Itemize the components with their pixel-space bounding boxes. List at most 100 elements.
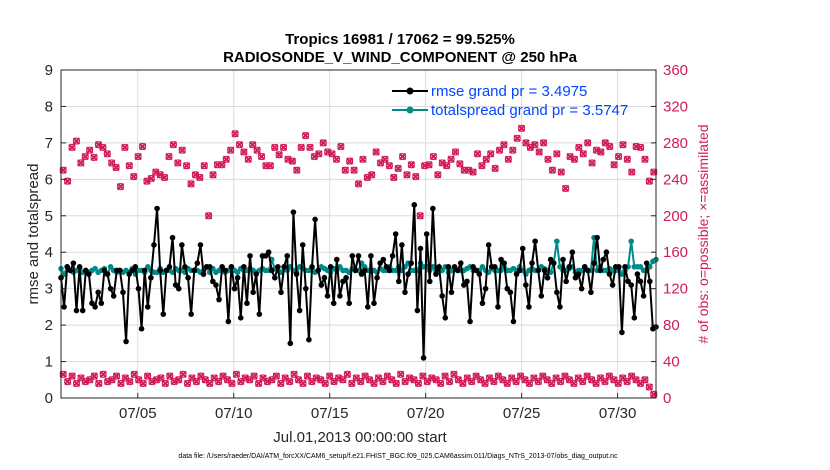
obs-count-high-assimilated	[606, 142, 614, 151]
obs-count-high	[619, 141, 627, 149]
obs-count-low	[90, 372, 99, 380]
obs-count-high	[125, 161, 134, 170]
rmse-point	[306, 336, 312, 343]
obs-count-high-assimilated	[614, 152, 623, 161]
rmse-point	[482, 285, 489, 292]
obs-count-high	[368, 171, 376, 179]
rmse-point	[470, 264, 476, 270]
obs-count-low-possible	[215, 378, 223, 386]
obs-count-high-possible	[200, 162, 208, 170]
plot-frame	[60, 69, 657, 399]
rmse-point	[98, 300, 105, 307]
obs-count-low	[285, 377, 294, 386]
obs-count-high-possible	[487, 150, 495, 158]
obs-count-high-possible	[469, 168, 477, 176]
obs-count-high	[90, 153, 98, 162]
obs-count-high-assimilated	[253, 146, 261, 154]
obs-count-high-assimilated	[125, 161, 134, 170]
obs-count-low-assimilated	[232, 370, 241, 379]
obs-count-low-possible	[579, 378, 587, 386]
rmse-point	[467, 318, 473, 325]
rmse-point	[578, 285, 585, 292]
obs-count-high-assimilated	[85, 146, 94, 154]
obs-count-high-assimilated	[579, 150, 587, 158]
obs-count-high-possible	[130, 173, 138, 181]
obs-count-high-possible	[473, 150, 482, 158]
obs-count-high-assimilated	[279, 143, 288, 152]
obs-count-high-possible	[416, 212, 424, 220]
y-axis-right-label: # of obs: o=possible; ×=assimilated	[695, 124, 711, 343]
obs-count-low-possible	[303, 372, 312, 380]
obs-count-low-possible	[112, 372, 121, 380]
obs-count-low-possible	[357, 378, 365, 386]
obs-count-low-possible	[388, 376, 396, 384]
obs-count-high	[257, 152, 266, 161]
obs-count-high	[231, 130, 239, 138]
rmse-point	[296, 307, 303, 314]
obs-count-high-possible	[266, 162, 274, 170]
obs-count-high-assimilated	[81, 152, 89, 161]
rmse-point	[430, 205, 436, 212]
rmse-point	[179, 242, 185, 248]
rmse-point	[169, 234, 176, 241]
obs-count-high	[72, 137, 81, 145]
obs-count-low-possible	[570, 379, 578, 388]
rmse-point	[110, 293, 117, 299]
obs-count-low-possible	[237, 378, 245, 386]
obs-count-low-possible	[290, 370, 298, 378]
obs-count-low	[161, 379, 170, 388]
rmse-point	[420, 355, 427, 361]
rmse-point	[247, 253, 253, 259]
y-tick-label: 0	[45, 390, 53, 407]
rmse-point	[76, 264, 83, 270]
obs-count-high-possible	[517, 124, 526, 132]
rmse-point	[278, 289, 284, 296]
y-tick-label: 3	[45, 281, 53, 298]
rmse-point	[594, 234, 600, 241]
obs-count-low	[99, 370, 107, 379]
obs-count-low	[392, 379, 400, 388]
obs-count-high-possible	[619, 141, 627, 149]
obs-count-high-assimilated	[641, 155, 649, 163]
rmse-point	[634, 271, 641, 277]
obs-count-low-possible	[299, 379, 307, 388]
obs-count-low-possible	[472, 372, 480, 380]
obs-count-high-possible	[59, 166, 67, 174]
obs-count-low-possible	[441, 372, 449, 380]
obs-count-low-possible	[175, 376, 183, 384]
x-tick-label: 07/10	[215, 405, 253, 422]
chart-subtitle: RADIOSONDE_V_WIND_COMPONENT @ 250 hPa	[223, 49, 578, 66]
rmse-point	[405, 271, 411, 277]
rmse-point	[309, 264, 315, 270]
rmse-point	[454, 267, 461, 274]
legend-rmse-marker	[406, 87, 414, 95]
obs-count-low-possible	[210, 374, 218, 382]
rmse-point	[284, 253, 291, 259]
obs-count-high-assimilated	[442, 161, 451, 170]
obs-count-low-possible	[477, 376, 485, 384]
obs-count-high	[112, 163, 120, 172]
rmse-point	[507, 289, 514, 296]
obs-count-high-possible	[354, 180, 363, 188]
obs-count-high-assimilated	[434, 171, 442, 179]
obs-count-high	[130, 172, 138, 181]
obs-count-low-possible	[294, 376, 303, 384]
rmse-point	[538, 293, 545, 299]
obs-count-high-assimilated	[222, 155, 230, 163]
obs-count-low-possible	[90, 372, 98, 380]
obs-count-high	[500, 141, 508, 149]
obs-count-low	[414, 379, 423, 388]
obs-count-high-possible	[231, 130, 239, 138]
obs-count-high-assimilated	[354, 180, 363, 188]
obs-count-high-possible	[522, 139, 530, 147]
obs-count-low	[321, 379, 329, 388]
obs-count-high-possible	[271, 143, 279, 152]
obs-count-high	[204, 212, 213, 220]
obs-count-low	[250, 372, 258, 380]
obs-count-low-possible	[623, 378, 631, 386]
legend-spread-label: totalspread grand pr = 3.5747	[431, 102, 628, 119]
obs-count-low-assimilated	[68, 372, 76, 380]
rmse-point	[117, 267, 123, 274]
obs-count-high-possible	[125, 162, 133, 170]
obs-count-high-possible	[579, 150, 587, 158]
